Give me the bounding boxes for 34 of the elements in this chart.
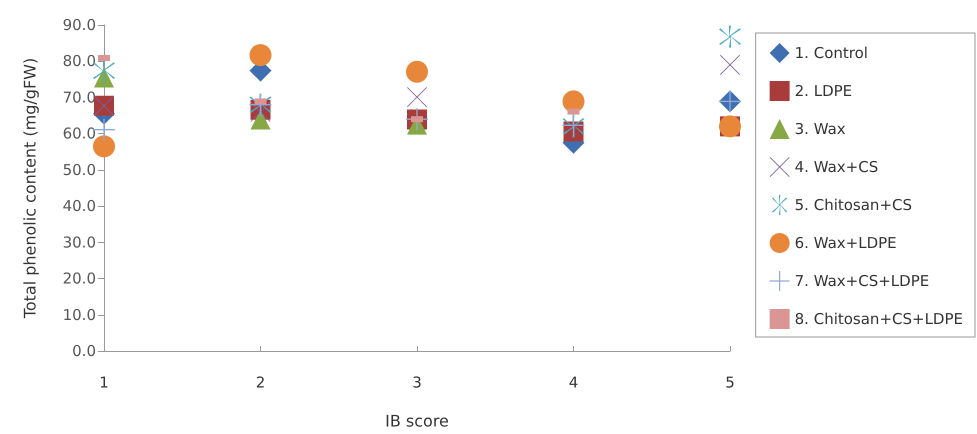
y-tick-label: 0.0 xyxy=(72,342,96,360)
y-tick-label: 60.0 xyxy=(62,124,96,143)
x-axis-title: IB score xyxy=(385,412,449,430)
legend-label: 3. Wax xyxy=(794,120,846,138)
legend-label: 7. Wax+CS+LDPE xyxy=(794,272,930,290)
y-tick-label: 20.0 xyxy=(62,270,96,288)
legend-label: 8. Chitosan+CS+LDPE xyxy=(794,310,964,328)
point xyxy=(93,118,115,141)
x-tick-label: 3 xyxy=(412,374,422,392)
legend-label: 4. Wax+CS xyxy=(794,158,878,176)
point xyxy=(93,135,115,158)
y-tick-label: 30.0 xyxy=(62,233,96,252)
legend-label: 1. Control xyxy=(794,44,868,62)
y-axis-title: Total phenolic content (mg/gFW) xyxy=(20,58,40,320)
point xyxy=(93,60,115,82)
x-tick-label: 1 xyxy=(99,374,109,392)
legend-label: 6. Wax+LDPE xyxy=(794,234,897,252)
y-tick-label: 10.0 xyxy=(62,306,96,324)
point xyxy=(94,68,114,88)
legend-label: 5. Chitosan+CS xyxy=(794,196,912,214)
y-tick-label: 90.0 xyxy=(62,16,96,34)
x-tick-label: 5 xyxy=(725,374,735,392)
y-tick-label: 40.0 xyxy=(62,197,96,216)
y-tick-label: 70.0 xyxy=(62,88,96,106)
legend-label: 2. LDPE xyxy=(794,82,852,100)
y-tick-label: 80.0 xyxy=(62,52,96,70)
point xyxy=(250,44,272,66)
point xyxy=(250,110,270,130)
point xyxy=(406,60,428,83)
x-tick-label: 4 xyxy=(568,374,578,392)
y-tick-label: 50.0 xyxy=(62,160,96,179)
point xyxy=(407,87,427,108)
point xyxy=(719,26,741,48)
x-tick-label: 2 xyxy=(256,374,266,392)
